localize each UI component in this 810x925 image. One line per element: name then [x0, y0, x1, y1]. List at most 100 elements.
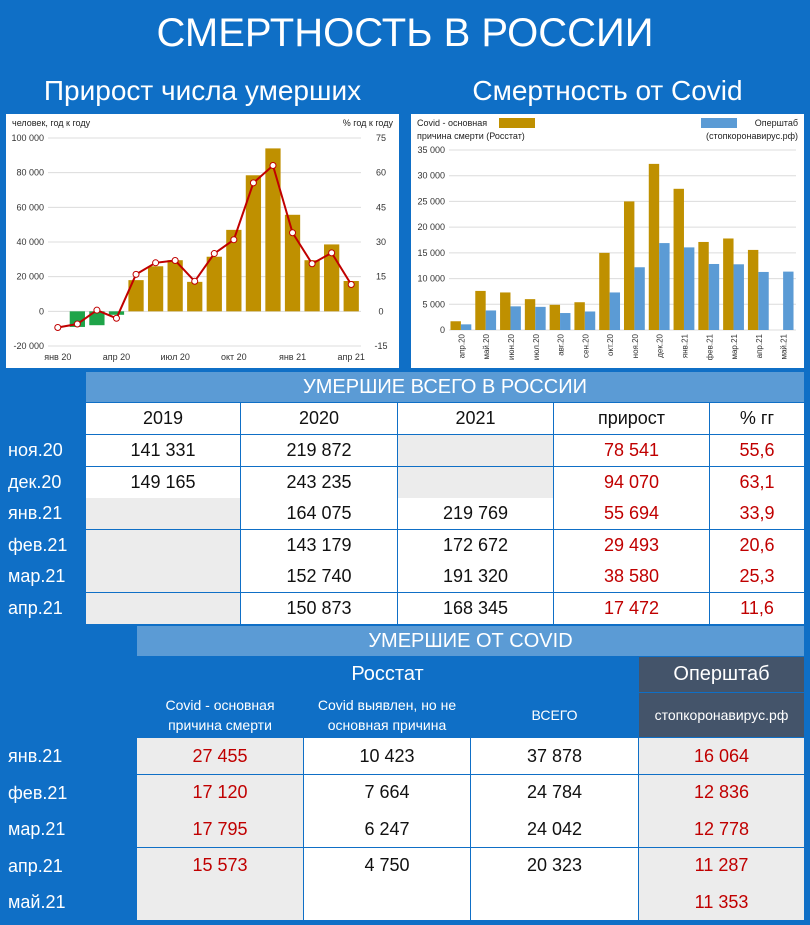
table1-cell: [86, 529, 240, 561]
line-point: [308, 260, 316, 268]
bar: [89, 311, 105, 326]
bar: [167, 260, 183, 312]
y2-tick-label: 0: [378, 306, 383, 316]
bar: [147, 266, 164, 312]
table1-col-header: 2020: [241, 403, 397, 434]
table2-cell: 10 423: [304, 738, 470, 774]
bar: [265, 148, 281, 312]
y2-tick-label: 45: [376, 202, 386, 212]
table2-cell: 27 455: [137, 738, 303, 774]
table1-cell: 168 345: [398, 592, 553, 624]
table1-row-label: дек.20: [8, 471, 62, 492]
table1-cell: 164 075: [241, 498, 397, 529]
table1-cell: 152 740: [241, 561, 397, 592]
table2-row-label: май.21: [8, 892, 66, 912]
left-panel-title: Прирост числа умерших: [43, 75, 362, 106]
bar-rosstat: [574, 302, 585, 330]
table2-cell: 12 778: [639, 811, 804, 847]
table1-cell: 38 580: [554, 561, 709, 592]
table1-cell: [398, 435, 553, 466]
bar-opershtab: [460, 324, 472, 330]
table1-cell: 17 472: [554, 592, 709, 624]
y-tick-label: 20 000: [16, 272, 44, 282]
page-title: СМЕРТНОСТЬ В РОССИИ: [0, 0, 810, 66]
col-header-found: Covid выявлен, но не основная причина: [304, 693, 470, 737]
bar-opershtab: [609, 292, 621, 330]
x-tick-label: апр.21: [755, 333, 764, 358]
table1-cell: 20,6: [710, 529, 804, 561]
growth-chart-svg: человек, год к году % год к году 100 000…: [11, 118, 394, 362]
line-point: [93, 306, 101, 314]
legend-opershtab-line1: Оперштаб: [755, 118, 798, 128]
y-tick-label: 15 000: [417, 248, 445, 258]
line-point: [73, 320, 81, 328]
bar-rosstat: [500, 292, 511, 330]
col-header-total: ВСЕГО: [471, 693, 638, 737]
legend-rosstat-line2: причина смерти (Росстат): [417, 131, 525, 141]
table1-cell: 11,6: [710, 592, 804, 624]
bar: [108, 311, 125, 315]
table1-title: УМЕРШИЕ ВСЕГО В РОССИИ: [86, 372, 804, 402]
table1-cell: [86, 561, 240, 592]
y2-tick-label: 60: [376, 168, 386, 178]
table1-col-header: 2019: [86, 403, 240, 434]
table1-cell: 25,3: [710, 561, 804, 592]
legend-rosstat-swatch: [499, 118, 535, 128]
deaths-total-table: УМЕРШИЕ ВСЕГО В РОССИИ 2019 2020 2021 приро…: [0, 372, 810, 624]
bar: [69, 311, 85, 327]
bar-opershtab: [758, 271, 769, 330]
line-point: [191, 277, 199, 285]
table1-cell: 78 541: [554, 435, 709, 466]
x-tick-label: июл.20: [532, 333, 541, 360]
bar: [128, 280, 144, 312]
y-tick-label: 25 000: [417, 196, 445, 206]
table2-cell: 24 042: [471, 811, 638, 847]
table1-cell: 243 235: [241, 466, 397, 498]
bar-opershtab: [708, 263, 720, 330]
table1-cell: [86, 592, 240, 624]
bar-rosstat: [549, 304, 561, 330]
table2-cell: 20 323: [471, 847, 638, 884]
table1-cell: 141 331: [86, 435, 240, 466]
y-tick-label: 10 000: [417, 274, 445, 284]
y-tick-label: 100 000: [11, 133, 44, 143]
table2-cell: 17 795: [137, 811, 303, 847]
table1-cell: 172 672: [398, 529, 553, 561]
bar-rosstat: [747, 249, 759, 330]
x-tick-label: мар.21: [730, 333, 739, 359]
bar-opershtab: [510, 306, 521, 330]
x-tick-label: янв 21: [279, 352, 306, 362]
bar: [245, 175, 262, 312]
line-point: [210, 250, 218, 258]
x-tick-label: фев.21: [705, 333, 714, 360]
bar-opershtab: [683, 247, 695, 330]
bar-opershtab: [535, 306, 546, 330]
table2-cell: 37 878: [471, 738, 638, 774]
table2-cell: 16 064: [639, 738, 804, 774]
x-tick-label: апр 21: [338, 352, 365, 362]
y-tick-label: 5 000: [422, 299, 445, 309]
line-point: [152, 259, 160, 267]
legend-rosstat-line1: Covid - основная: [417, 118, 487, 128]
table2-title: УМЕРШИЕ ОТ COVID: [137, 626, 804, 656]
table1-col-header: прирост: [554, 403, 709, 434]
table1-row-label: мар.21: [8, 566, 66, 586]
table1-cell: 63,1: [710, 466, 804, 498]
line-point: [54, 324, 62, 332]
table2-cell: 4 750: [304, 847, 470, 884]
x-tick-label: апр.20: [457, 333, 466, 358]
growth-chart: человек, год к году % год к году 100 000…: [6, 114, 399, 368]
y2-tick-label: 75: [376, 133, 386, 143]
y-tick-label: 0: [440, 325, 445, 335]
table1-row-label: янв.21: [8, 503, 63, 523]
line-point: [249, 179, 257, 187]
rosstat-group-header: Росстат: [137, 657, 638, 692]
covid-chart: Covid - основная причина смерти (Росстат…: [411, 114, 804, 368]
table1-cell: 219 872: [241, 435, 397, 466]
line-point: [171, 256, 179, 264]
x-tick-label: июн.20: [507, 333, 516, 360]
table1-row-label: фев.21: [8, 534, 68, 555]
bar-rosstat: [524, 299, 536, 330]
table2-cell: 17 120: [137, 774, 303, 811]
right-axis-label: % год к году: [343, 118, 394, 128]
